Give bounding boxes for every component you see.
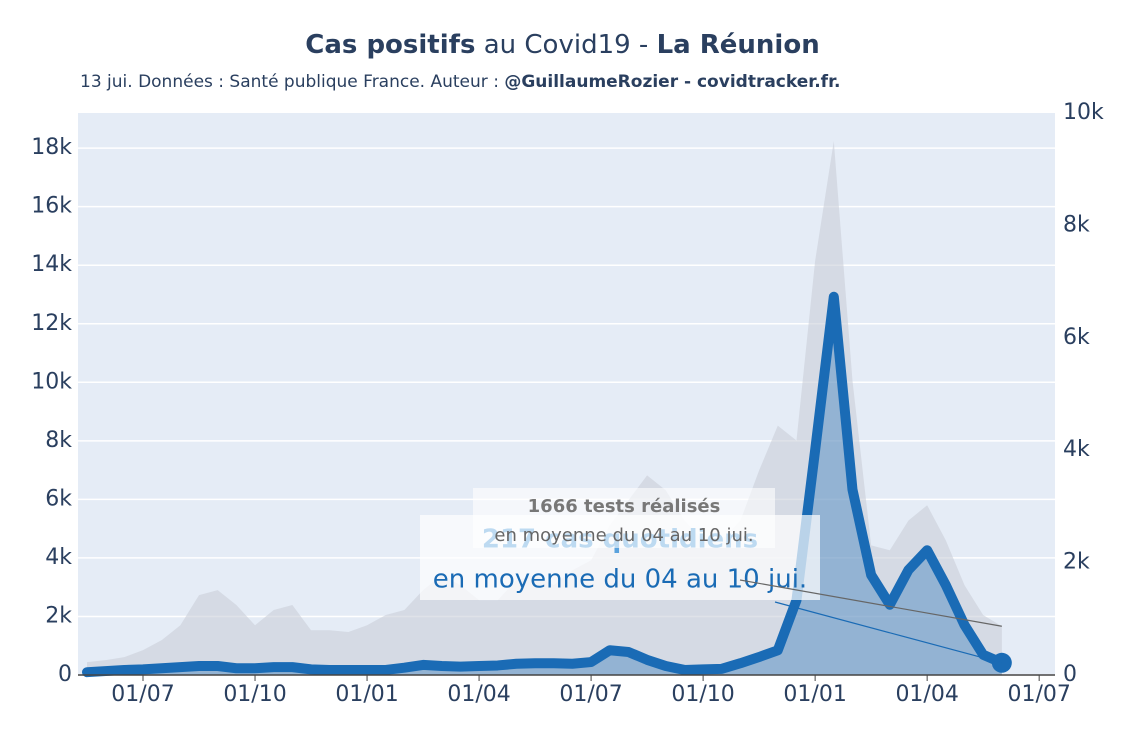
y2-tick-label: 0	[1063, 662, 1077, 687]
y-tick-label: 14k	[31, 252, 72, 277]
annotation-text: en moyenne du 04 au 10 jui.	[433, 565, 807, 595]
y-tick-label: 8k	[45, 428, 72, 453]
x-tick-label: 01/07	[559, 682, 622, 707]
subtitle-part: @GuillaumeRozier - covidtracker.fr.	[504, 72, 841, 92]
title-part: Cas positifs	[305, 30, 476, 60]
x-tick-label: 01/07	[111, 682, 174, 707]
y2-tick-label: 10k	[1063, 100, 1104, 125]
y-tick-label: 4k	[45, 545, 72, 570]
y-tick-label: 10k	[31, 369, 72, 394]
annotation-arrow	[774, 601, 1002, 664]
x-tick-label: 01/10	[671, 682, 734, 707]
x-tick-label: 01/07	[1007, 682, 1070, 707]
y-tick-label: 16k	[31, 194, 72, 219]
y2-tick-label: 8k	[1063, 212, 1090, 237]
annotation-text: 1666 tests réalisés	[528, 496, 721, 517]
x-tick-label: 01/10	[223, 682, 286, 707]
y-tick-label: 12k	[31, 311, 72, 336]
x-tick-label: 01/01	[335, 682, 398, 707]
y-tick-label: 18k	[31, 135, 72, 160]
area	[87, 296, 1002, 675]
y-tick-label: 2k	[45, 603, 72, 628]
chart-title: Cas positifs au Covid19 - La Réunion	[0, 30, 1125, 60]
chart-subtitle: 13 jui. Données : Santé publique France.…	[80, 72, 841, 92]
x-tick-label: 01/01	[783, 682, 846, 707]
y-tick-label: 6k	[45, 486, 72, 511]
y2-tick-label: 2k	[1063, 550, 1090, 575]
y2-tick-label: 6k	[1063, 325, 1090, 350]
annotation-arrow	[739, 579, 1002, 627]
subtitle-part: 13 jui. Données : Santé publique France.…	[80, 72, 499, 92]
annotation-text: en moyenne du 04 au 10 jui.	[494, 525, 753, 546]
x-tick-label: 01/04	[447, 682, 510, 707]
title-part: au Covid19 -	[483, 30, 649, 60]
line	[82, 291, 1007, 678]
x-tick-label: 01/04	[895, 682, 958, 707]
title-part: La Réunion	[656, 30, 820, 60]
y2-tick-label: 4k	[1063, 437, 1090, 462]
y-tick-label: 0	[58, 662, 72, 687]
annotation-box	[473, 488, 775, 548]
